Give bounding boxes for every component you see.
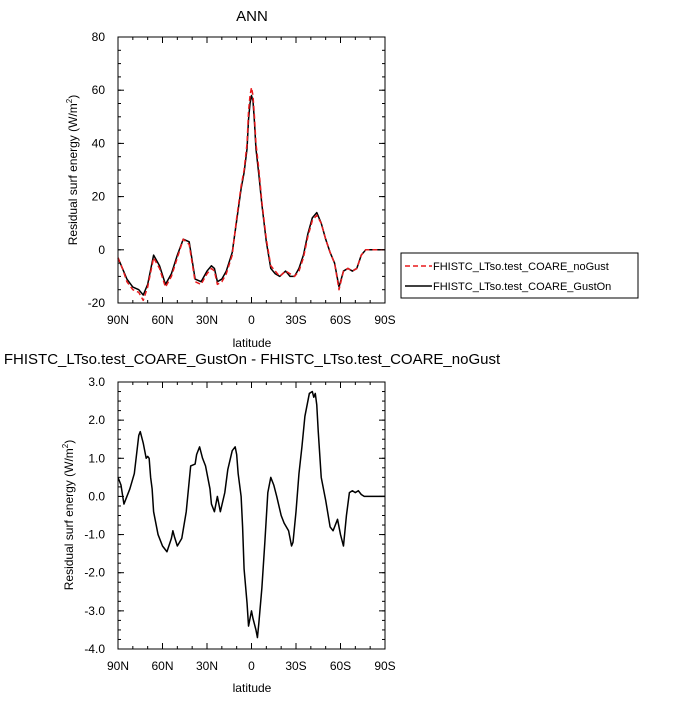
bottom-chart-title: FHISTC_LTso.test_COARE_GustOn - FHISTC_L…	[4, 351, 501, 368]
bottom-chart-y-axis-label-tail: )	[62, 440, 76, 444]
bottom-chart-x-tick-label: 30N	[196, 659, 218, 673]
top-chart-y-tick-label: 0	[98, 243, 105, 257]
bottom-chart-x-axis-label: latitude	[233, 681, 272, 695]
bottom-chart-plot-frame	[117, 381, 386, 650]
bottom-chart-series-layer	[117, 390, 385, 639]
bottom-chart-y-axis-label-main: Residual surf energy (W/m	[62, 448, 76, 590]
bottom-chart-x-tick-label: 0	[248, 659, 255, 673]
top-chart-y-tick-label: 20	[92, 190, 106, 204]
bottom-chart-x-tick-label: 30S	[285, 659, 306, 673]
top-chart-y-axis-label-sup: 2	[65, 98, 74, 103]
top-chart-title: ANN	[236, 8, 268, 25]
top-chart-series-line-0	[117, 86, 385, 302]
bottom-chart-y-axis-label-sup: 2	[61, 443, 70, 448]
top-chart-y-tick-label: 80	[92, 30, 106, 44]
top-chart-x-tick-label: 60N	[151, 313, 173, 327]
bottom-chart-y-tick-label: 1.0	[88, 451, 105, 465]
legend-label-guston: FHISTC_LTso.test_COARE_GustOn	[433, 281, 611, 293]
bottom-chart-y-tick-label: -2.0	[84, 566, 105, 580]
top-chart-x-tick-label: 30S	[285, 313, 306, 327]
top-chart-y-axis-label-tail: )	[66, 95, 80, 99]
top-chart-panel: ANN 90N 60N 30N 0 30S 60S 90S -20 0 20 40 60 80 lati…	[65, 8, 639, 350]
legend-box	[400, 252, 639, 299]
bottom-chart-y-tick-label: 2.0	[88, 413, 105, 427]
bottom-chart-y-tick-label: -4.0	[84, 642, 105, 656]
top-chart-legend: FHISTC_LTso.test_COARE_noGust FHISTC_LTs…	[400, 252, 639, 299]
bottom-chart-series-line-0	[117, 390, 385, 639]
top-chart-x-tick-label: 90S	[374, 313, 395, 327]
bottom-chart-ticks: 90N 60N 30N 0 30S 60S 90S -4.0 -3.0 -2.0 -1.0 0.0 1.…	[84, 375, 395, 673]
bottom-chart-x-tick-label: 60S	[330, 659, 351, 673]
top-chart-series-line-1	[117, 94, 385, 296]
top-chart-x-tick-label: 60S	[330, 313, 351, 327]
bottom-chart-y-tick-label: 3.0	[88, 375, 105, 389]
top-chart-series-layer	[117, 86, 385, 302]
bottom-chart-x-tick-label: 90N	[107, 659, 129, 673]
top-chart-y-axis-label: Residual surf energy (W/m2)	[65, 95, 80, 246]
bottom-chart-x-tick-label: 60N	[151, 659, 173, 673]
bottom-chart-y-tick-label: 0.0	[88, 489, 105, 503]
top-chart-y-tick-label: 60	[92, 83, 106, 97]
bottom-chart-y-tick-label: -3.0	[84, 604, 105, 618]
top-chart-ticks: 90N 60N 30N 0 30S 60S 90S -20 0 20 40 60 80	[88, 30, 396, 327]
bottom-chart-x-tick-label: 90S	[374, 659, 395, 673]
top-chart-x-axis-label: latitude	[233, 336, 272, 350]
top-chart-x-tick-label: 90N	[107, 313, 129, 327]
bottom-chart-y-tick-label: -1.0	[84, 528, 105, 542]
top-chart-y-tick-label: -20	[88, 296, 106, 310]
bottom-chart-panel: FHISTC_LTso.test_COARE_GustOn - FHISTC_L…	[4, 351, 501, 695]
top-chart-x-tick-label: 30N	[196, 313, 218, 327]
top-chart-x-tick-label: 0	[248, 313, 255, 327]
top-chart-y-axis-label-main: Residual surf energy (W/m	[66, 103, 80, 245]
legend-label-nogust: FHISTC_LTso.test_COARE_noGust	[433, 261, 609, 273]
top-chart-y-tick-label: 40	[92, 136, 106, 150]
bottom-chart-y-axis-label: Residual surf energy (W/m2)	[61, 440, 76, 591]
